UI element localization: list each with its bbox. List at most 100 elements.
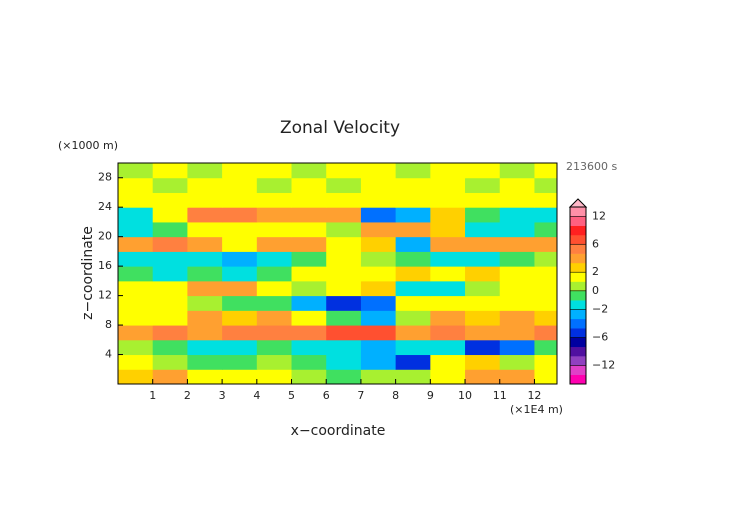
colorbar-label: 12: [592, 209, 606, 222]
field: [118, 163, 557, 384]
cell: [534, 236, 557, 252]
y-tick-label: 16: [98, 259, 112, 272]
cell: [222, 177, 258, 193]
cell: [118, 354, 154, 370]
cell: [291, 177, 327, 193]
x-tick-label: 9: [427, 389, 434, 402]
cell: [430, 369, 466, 384]
y-tick-label: 28: [98, 171, 112, 184]
cell: [118, 177, 154, 193]
cell: [534, 280, 557, 297]
cell: [360, 163, 397, 179]
colorbar-swatch: [570, 356, 586, 366]
cell: [187, 163, 223, 179]
cell: [534, 339, 557, 356]
cell: [465, 177, 501, 193]
cell: [326, 251, 362, 267]
cell: [534, 295, 557, 311]
cell: [118, 339, 154, 356]
cell: [499, 369, 535, 384]
x-tick-label: 2: [184, 389, 191, 402]
x-tick-label: 8: [392, 389, 399, 402]
cell: [256, 369, 293, 384]
cell: [256, 251, 293, 267]
colorbar-frame: [569, 206, 587, 385]
cell: [395, 354, 431, 370]
cell: [465, 207, 501, 223]
colorbar-swatch: [570, 290, 586, 301]
cell: [222, 310, 258, 326]
cell: [291, 192, 327, 208]
cell: [465, 310, 501, 326]
cell: [430, 354, 466, 370]
cell: [395, 221, 431, 238]
cell: [222, 207, 258, 223]
cell: [291, 266, 327, 282]
cell: [152, 354, 188, 370]
cell: [291, 310, 327, 326]
cell: [465, 163, 501, 179]
cell: [430, 207, 466, 223]
x-tick-label: 12: [527, 389, 541, 402]
cell: [256, 163, 293, 179]
cell: [187, 354, 223, 370]
cell: [256, 207, 293, 223]
cell: [291, 369, 327, 384]
cell: [118, 192, 154, 208]
cell: [326, 280, 362, 297]
cell: [360, 236, 397, 252]
time-label: 213600 s: [566, 160, 617, 173]
cell: [499, 325, 535, 341]
plot-frame: [117, 162, 558, 385]
cell: [256, 177, 293, 193]
cell: [222, 295, 258, 311]
cell: [118, 325, 154, 341]
colorbar-swatch: [570, 262, 586, 273]
cell: [152, 339, 188, 356]
cell: [360, 251, 397, 267]
colorbar-swatch: [570, 318, 586, 329]
cell: [152, 325, 188, 341]
colorbar-swatch: [570, 216, 586, 226]
cell: [360, 192, 397, 208]
cell: [499, 266, 535, 282]
cell: [187, 295, 223, 311]
cell: [430, 295, 466, 311]
cell: [465, 325, 501, 341]
cell: [326, 221, 362, 238]
cell: [118, 236, 154, 252]
colorbar-label: −2: [592, 302, 608, 315]
cell: [118, 369, 154, 384]
cell: [465, 369, 501, 384]
colorbar-swatch: [570, 374, 586, 385]
y-tick-label: 4: [105, 348, 112, 361]
cell: [118, 221, 154, 238]
x-tick-label: 11: [493, 389, 507, 402]
cell: [152, 295, 188, 311]
cell: [326, 192, 362, 208]
cell: [256, 339, 293, 356]
y-tick-label: 24: [98, 200, 112, 213]
colorbar-swatch: [570, 225, 586, 236]
colorbar-swatch: [570, 346, 586, 357]
cell: [291, 325, 327, 341]
cell: [118, 207, 154, 223]
cell: [222, 325, 258, 341]
colorbar-label: 0: [592, 284, 599, 297]
cell: [118, 266, 154, 282]
cell: [152, 207, 188, 223]
cell: [534, 192, 557, 208]
cell: [534, 163, 557, 179]
cell: [152, 177, 188, 193]
cell: [118, 310, 154, 326]
cell: [430, 339, 466, 356]
cell: [465, 295, 501, 311]
x-axis-label: x−coordinate: [291, 423, 386, 439]
x-tick-label: 7: [357, 389, 364, 402]
cell: [499, 339, 535, 356]
cell: [395, 325, 431, 341]
cell: [465, 236, 501, 252]
cell: [499, 251, 535, 267]
